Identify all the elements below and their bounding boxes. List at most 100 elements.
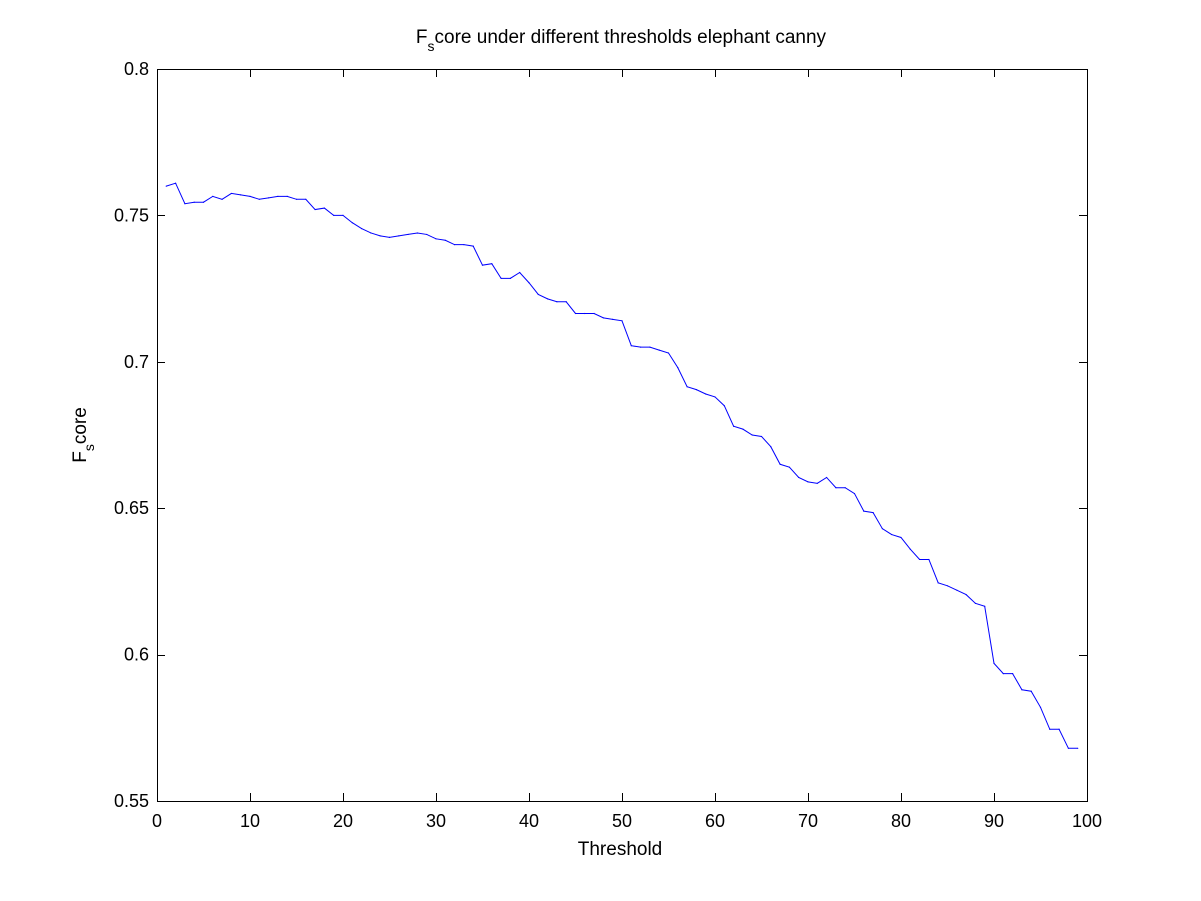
data-point — [1012, 673, 1014, 675]
data-point — [426, 233, 428, 236]
data-point — [202, 201, 205, 203]
data-point — [175, 182, 177, 184]
data-point — [314, 208, 316, 211]
data-point — [351, 222, 353, 224]
data-point — [342, 214, 344, 216]
y-axis-title-subscript: s — [81, 444, 97, 451]
data-point — [853, 492, 856, 495]
data-point — [826, 476, 828, 479]
data-point — [286, 195, 288, 197]
y-tick-label: 0.6 — [124, 645, 149, 665]
data-point — [1049, 728, 1051, 730]
data-point — [946, 585, 949, 587]
y-axis-title: Fscore — [70, 407, 97, 463]
data-point — [277, 195, 279, 197]
data-point — [919, 558, 921, 561]
x-tick-label: 60 — [705, 811, 725, 831]
data-point — [760, 435, 763, 438]
x-tick-label: 20 — [333, 811, 353, 831]
data-point — [621, 320, 623, 322]
data-point — [788, 466, 791, 468]
plot-frame — [157, 69, 1088, 802]
data-point — [491, 263, 493, 265]
y-tick-label: 0.8 — [124, 59, 149, 79]
data-point — [388, 236, 391, 238]
data-point — [165, 185, 167, 187]
data-point — [500, 277, 502, 279]
data-point — [733, 425, 735, 427]
data-point — [305, 198, 307, 200]
y-tick-label: 0.55 — [114, 791, 149, 811]
data-point — [230, 192, 232, 195]
x-tick-label: 30 — [426, 811, 446, 831]
data-point — [240, 194, 242, 196]
data-point — [705, 393, 707, 395]
data-point — [649, 346, 651, 348]
y-tick-label: 0.7 — [124, 352, 149, 372]
data-point — [258, 198, 260, 200]
y-tick-label: 0.75 — [114, 205, 149, 225]
data-point — [574, 312, 577, 315]
data-point — [593, 312, 595, 315]
data-point — [612, 318, 614, 320]
data-point — [602, 317, 605, 319]
data-point — [881, 528, 884, 530]
data-point — [268, 197, 270, 199]
x-tick-label: 80 — [891, 811, 911, 831]
data-point — [640, 346, 642, 348]
data-point — [723, 405, 725, 407]
x-tick-label: 10 — [240, 811, 260, 831]
data-point — [221, 198, 223, 200]
data-point — [519, 271, 521, 274]
chart-title-base: F — [416, 27, 428, 48]
data-point — [956, 589, 958, 591]
x-tick-label: 70 — [798, 811, 818, 831]
data-point — [435, 238, 437, 240]
data-point — [686, 386, 688, 388]
data-point — [742, 428, 744, 430]
data-point — [463, 244, 465, 246]
data-point — [528, 282, 530, 284]
data-point — [584, 312, 586, 315]
chart-title-rest: core under different thresholds elephant… — [435, 27, 827, 48]
data-point — [565, 301, 567, 303]
data-point — [454, 244, 456, 246]
data-point — [667, 352, 670, 354]
data-point — [547, 298, 549, 300]
data-point — [1077, 747, 1079, 749]
data-point — [630, 345, 632, 347]
x-tick-label: 90 — [984, 811, 1004, 831]
data-point — [509, 277, 511, 279]
x-tick-label: 50 — [612, 811, 632, 831]
data-point — [556, 301, 558, 303]
data-point — [937, 582, 939, 584]
plot-area — [157, 69, 1087, 801]
data-point — [677, 367, 679, 369]
data-point — [379, 235, 381, 237]
y-tick-labels: 0.55 0.6 0.65 0.7 0.75 0.8 — [114, 59, 149, 811]
data-point — [872, 511, 874, 514]
data-point — [807, 481, 809, 483]
y-axis-title-rest: core — [70, 407, 91, 444]
data-point — [909, 548, 911, 550]
data-point — [333, 214, 335, 216]
data-point — [1030, 690, 1032, 692]
data-point — [984, 605, 986, 607]
y-tick-label: 0.65 — [114, 498, 149, 518]
data-point — [444, 239, 446, 241]
series-layer — [165, 182, 1079, 749]
data-point — [928, 558, 930, 561]
chart-title-subscript: s — [428, 38, 435, 54]
data-point — [714, 396, 716, 398]
data-point — [751, 434, 753, 436]
data-point — [993, 662, 995, 664]
chart-title: Fscore under different thresholds elepha… — [416, 27, 827, 54]
data-point — [816, 482, 818, 484]
x-tick-label: 40 — [519, 811, 539, 831]
data-point — [370, 232, 372, 234]
data-point — [537, 293, 539, 296]
data-point — [891, 533, 893, 536]
data-point — [1058, 728, 1060, 730]
